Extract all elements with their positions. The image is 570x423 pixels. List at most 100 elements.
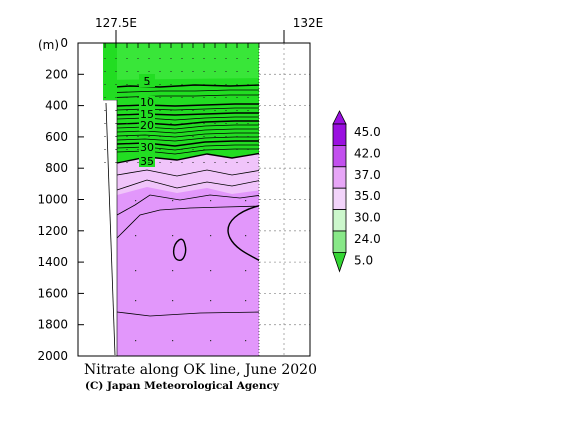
sample-dot [236, 110, 238, 111]
colorbar-segment [332, 209, 347, 232]
sample-dot [236, 97, 238, 98]
sample-dot [159, 136, 161, 137]
sample-dot [115, 110, 117, 111]
colorbar-label: 42.0 [354, 146, 381, 160]
left-green-strip [103, 43, 117, 100]
sample-dot [236, 136, 238, 137]
y-tick-label: 200 [45, 67, 68, 81]
sample-dot [225, 71, 227, 72]
credit-text: (C) Japan Meteorological Agency [85, 380, 280, 392]
sample-dot [148, 84, 150, 85]
sample-dot [137, 58, 139, 59]
sample-dot [135, 340, 137, 342]
sample-dot [192, 58, 194, 59]
sample-dot [214, 123, 216, 124]
sample-dot [137, 97, 139, 98]
sample-dot [115, 162, 117, 163]
sample-dot [203, 84, 205, 85]
sample-dot [104, 136, 106, 137]
contour-label: 20 [140, 119, 154, 132]
sample-dot [210, 300, 212, 302]
sample-dot [159, 71, 161, 72]
sample-dot [126, 162, 128, 163]
sample-dot [210, 200, 212, 202]
sample-dot [159, 97, 161, 98]
sample-dot [159, 123, 161, 124]
sample-dot [192, 123, 194, 124]
sample-dot [247, 97, 249, 98]
colorbar-label: 24.0 [354, 232, 381, 246]
y-tick-label: 1600 [37, 286, 68, 300]
sample-dot [236, 162, 238, 163]
sample-dot [148, 110, 150, 111]
sample-dot [148, 71, 150, 72]
station-ticks [104, 43, 260, 48]
sample-dot [104, 162, 106, 163]
sample-dot [192, 97, 194, 98]
sample-dot [115, 123, 117, 124]
sample-dot [225, 123, 227, 124]
sample-dot [137, 149, 139, 150]
colorbar-segment [332, 230, 347, 253]
sample-dot [126, 58, 128, 59]
sample-dot [245, 270, 247, 272]
sample-dot [247, 123, 249, 124]
sample-dot [126, 71, 128, 72]
sample-dot [192, 110, 194, 111]
chart-title: Nitrate along OK line, June 2020 [84, 362, 317, 378]
upper-green-layer [103, 43, 259, 80]
sample-dot [159, 110, 161, 111]
sample-dot [236, 149, 238, 150]
y-axis: 0 200 400 600 800 1000 1200 1400 1600 1800 2000 [37, 36, 84, 363]
sample-dot [258, 162, 259, 163]
sample-dot [137, 136, 139, 137]
sample-dot [148, 149, 150, 150]
sample-dot [148, 136, 150, 137]
sample-dot [236, 84, 238, 85]
sample-dot [115, 136, 117, 137]
sample-dot [225, 162, 227, 163]
sample-dot [203, 71, 205, 72]
sample-dot [247, 149, 249, 150]
contour-label: 10 [140, 96, 154, 109]
contour-label: 15 [140, 108, 154, 121]
sample-dot [115, 84, 117, 85]
sample-dot [203, 110, 205, 111]
sample-dot [115, 71, 117, 72]
sample-dot [148, 58, 150, 59]
colorbar-segment [332, 187, 347, 210]
sample-dot [214, 97, 216, 98]
sample-dot [192, 136, 194, 137]
contour-labels: 5 10 15 20 30 35 [139, 74, 155, 168]
sample-dot [115, 149, 117, 150]
contour-line [116, 194, 259, 216]
sample-dot [225, 110, 227, 111]
sample-dot [258, 110, 259, 111]
sample-dot [214, 162, 216, 163]
sample-dot [247, 58, 249, 59]
sample-dot [247, 71, 249, 72]
y-tick-label: 400 [45, 99, 68, 113]
gridlines [259, 43, 310, 356]
missing-data-wedge [103, 100, 117, 356]
sample-dot [181, 84, 183, 85]
sample-dot [203, 136, 205, 137]
sample-dot [210, 235, 212, 237]
sample-dot [135, 235, 137, 237]
sample-dot [104, 71, 106, 72]
sample-dot [210, 340, 212, 342]
bottom-outline [105, 102, 116, 356]
sample-dot [214, 149, 216, 150]
sample-dot [214, 58, 216, 59]
sample-dot [170, 71, 172, 72]
sample-dot [170, 110, 172, 111]
sample-dot [192, 84, 194, 85]
sample-dot [137, 84, 139, 85]
sample-dot [225, 58, 227, 59]
sample-dot [148, 162, 150, 163]
sample-dot [181, 123, 183, 124]
sample-dot [170, 84, 172, 85]
contour-line [116, 205, 259, 239]
sample-dot [135, 200, 137, 202]
sample-dot [159, 162, 161, 163]
